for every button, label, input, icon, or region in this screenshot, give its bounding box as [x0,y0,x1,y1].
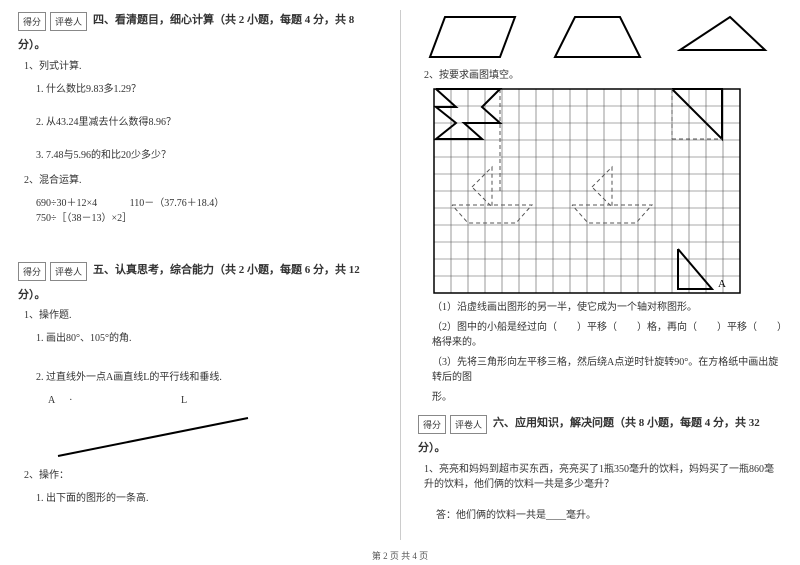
triangle-shape [675,12,775,56]
point-a-label: A · L [48,395,382,406]
page-footer: 第 2 页 共 4 页 [0,549,800,562]
section6-header: 得分 评卷人 六、应用知识，解决问题（共 8 小题，每题 4 分，共 32 [418,415,782,436]
trapezoid-shape [550,12,650,62]
grid-t2: （2）图中的小船是经过向（ ）平移（ ）格，再向（ ）平移（ ）格得来的。 [432,320,782,350]
grid-t3b: 形。 [432,390,782,405]
s5q1b: 2. 过直线外一点A画直线L的平行线和垂线. [36,370,382,385]
grid-letter-A: A [718,278,726,290]
s5q1a: 1. 画出80°、105°的角. [36,331,382,346]
q2c: 750÷［（38－13）×2］ [36,213,132,224]
section5-title: 五、认真思考，综合能力（共 2 小题，每题 6 分，共 12 [93,262,382,280]
s5q2a: 1. 出下面的图形的一条高. [36,491,382,506]
section4-title2: 分）。 [18,37,382,55]
score-label: 得分 [18,12,46,31]
s5q2: 2、操作： [24,468,382,483]
right-column: 2、按要求画图填空。 A [400,0,800,565]
grid-t3: （3）先将三角形向左平移三格，然后绕A点逆时针旋转90°。在方格纸中画出旋转后的… [432,355,782,385]
section6-title2: 分）。 [418,440,782,458]
s6q1: 1、亮亮和妈妈到超市买东西，亮亮买了1瓶350毫升的饮料，妈妈买了一瓶860毫升… [424,462,782,492]
score-box-5: 得分 评卷人 [18,262,87,281]
grader-label: 评卷人 [50,12,87,31]
grid-problem-label: 2、按要求画图填空。 [424,68,782,83]
q1a: 1. 什么数比9.83多1.29？ [36,82,382,97]
q2b: 110－（37.76＋18.4） [130,198,225,209]
q1: 1、列式计算. [24,59,382,74]
grader-label-5: 评卷人 [50,262,87,281]
score-box: 得分 评卷人 [18,12,87,31]
parallelogram-shape [425,12,525,62]
left-column: 得分 评卷人 四、看清题目，细心计算（共 2 小题，每题 4 分，共 8 分）。… [0,0,400,565]
q1c: 3. 7.48与5.96的和比20少多少？ [36,148,382,163]
grid-texts: （1）沿虚线画出图形的另一半，使它成为一个轴对称图形。 （2）图中的小船是经过向… [418,300,782,405]
s5q1: 1、操作题. [24,308,382,323]
label-A: A · [48,395,79,406]
q2a: 690÷30＋12×4 [36,198,97,209]
label-L: L [181,395,193,406]
section4-title: 四、看清题目，细心计算（共 2 小题，每题 4 分，共 8 [93,12,382,30]
section5-title2: 分）。 [18,287,382,305]
score-label-5: 得分 [18,262,46,281]
section6-title: 六、应用知识，解决问题（共 8 小题，每题 4 分，共 32 [493,415,782,433]
grid-figure: A [432,87,782,295]
s6ans: 答：他们俩的饮料一共是____毫升。 [436,508,782,523]
q2-items: 690÷30＋12×4 110－（37.76＋18.4） 750÷［（38－13… [36,196,382,226]
q2: 2、混合运算. [24,173,382,188]
section5-header: 得分 评卷人 五、认真思考，综合能力（共 2 小题，每题 6 分，共 12 [18,262,382,283]
section4-header: 得分 评卷人 四、看清题目，细心计算（共 2 小题，每题 4 分，共 8 [18,12,382,33]
grid-t1: （1）沿虚线画出图形的另一半，使它成为一个轴对称图形。 [432,300,782,315]
shapes-row [418,12,782,62]
q1b: 2. 从43.24里减去什么数得8.96？ [36,115,382,130]
score-box-6: 得分 评卷人 [418,415,487,434]
score-label-6: 得分 [418,415,446,434]
line-L-figure [48,414,382,462]
grader-label-6: 评卷人 [450,415,487,434]
